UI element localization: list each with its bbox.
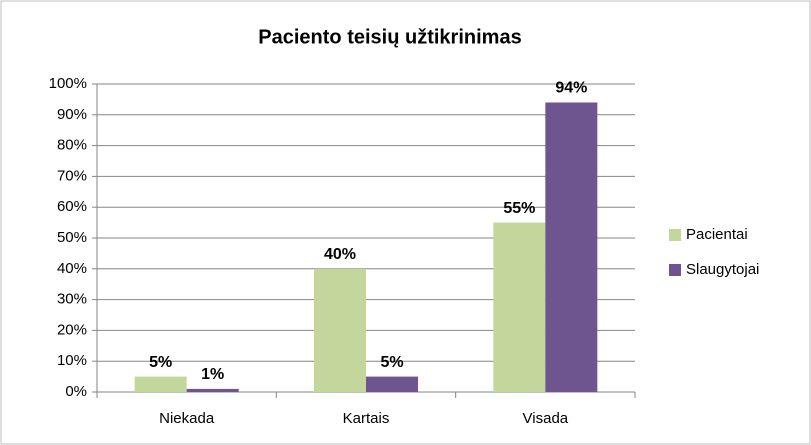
y-tick-label: 80% (57, 137, 87, 154)
y-tick-label: 90% (57, 106, 87, 123)
bar (313, 268, 366, 392)
value-label: 5% (380, 354, 403, 371)
y-tick-label: 40% (57, 260, 87, 277)
legend-label: Slaugytojai (686, 261, 759, 278)
y-tick-label: 70% (57, 167, 87, 184)
value-label: 55% (503, 200, 535, 217)
y-tick-label: 30% (57, 291, 87, 308)
y-tick-label: 0% (65, 383, 87, 400)
y-tick-label: 50% (57, 229, 87, 246)
bar (134, 376, 187, 392)
bar (493, 222, 546, 392)
y-tick-label: 20% (57, 321, 87, 338)
y-tick-label: 60% (57, 198, 87, 215)
legend-swatch (669, 264, 681, 276)
x-tick-label: Kartais (343, 410, 390, 427)
bar (366, 376, 419, 392)
bar (545, 102, 598, 392)
value-label: 94% (555, 80, 587, 97)
value-label: 1% (201, 366, 224, 383)
x-tick-label: Niekada (159, 410, 215, 427)
value-label: 40% (324, 246, 356, 263)
bar (186, 388, 239, 392)
legend-swatch (669, 229, 681, 241)
x-tick-label: Visada (523, 410, 569, 427)
legend-label: Pacientai (686, 226, 748, 243)
value-label: 5% (149, 354, 172, 371)
y-tick-label: 10% (57, 352, 87, 369)
y-tick-label: 100% (49, 75, 87, 92)
chart-title: Paciento teisių užtikrinimas (258, 26, 521, 48)
